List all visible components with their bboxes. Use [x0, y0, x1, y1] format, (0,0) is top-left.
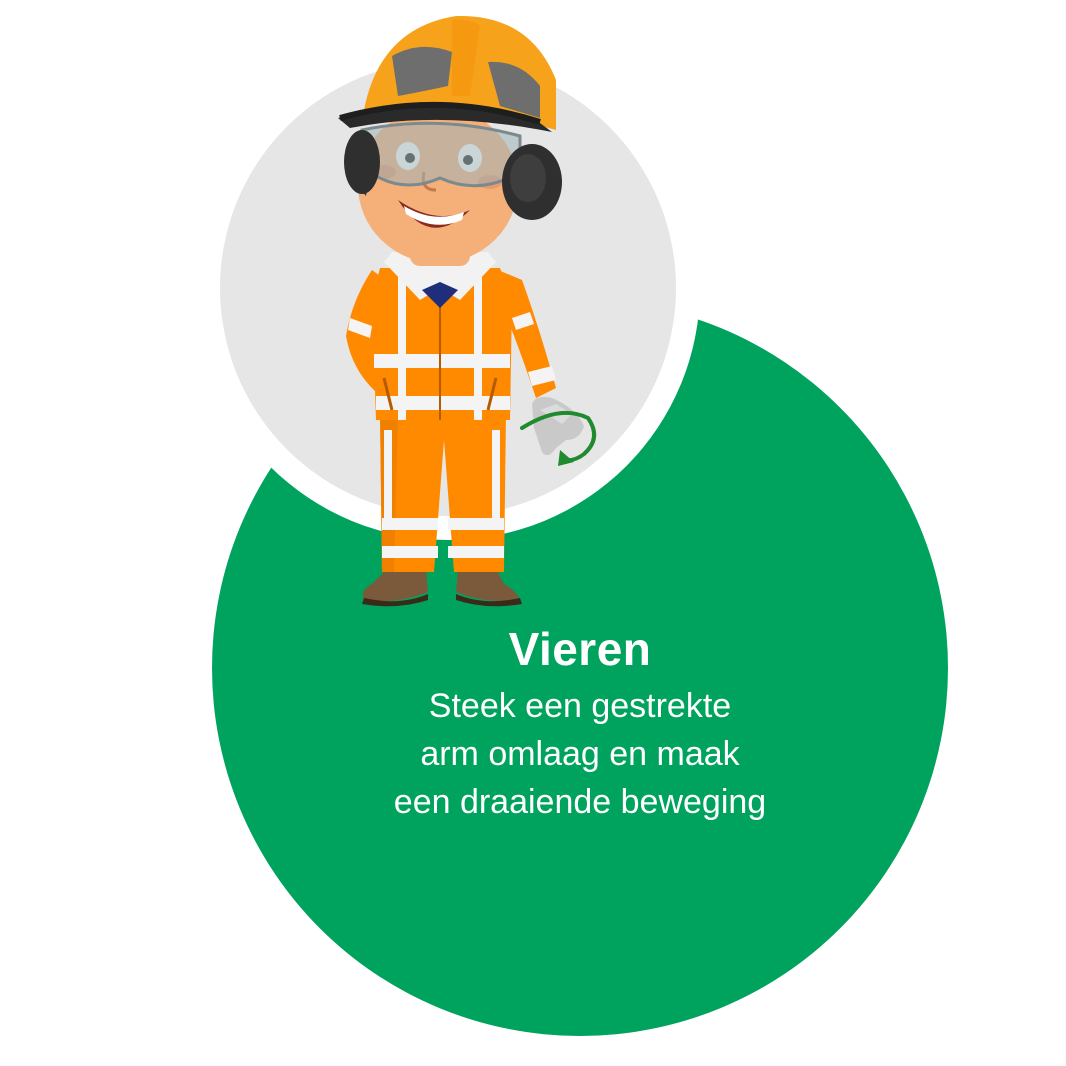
signal-description-line: Steek een gestrekte [428, 687, 732, 725]
signal-description-line: arm omlaag en maak [420, 735, 740, 773]
construction-worker-illustration [338, 15, 596, 607]
signal-description-line: een draaiende beweging [393, 783, 767, 821]
trousers [380, 412, 506, 572]
rotating-arrow-icon [520, 410, 596, 466]
right-arm [498, 270, 556, 398]
safety-glasses [360, 121, 522, 188]
signal-title: Vieren [508, 623, 652, 675]
ear-defenders [344, 130, 562, 220]
boots [362, 568, 522, 607]
helmet [338, 15, 556, 132]
